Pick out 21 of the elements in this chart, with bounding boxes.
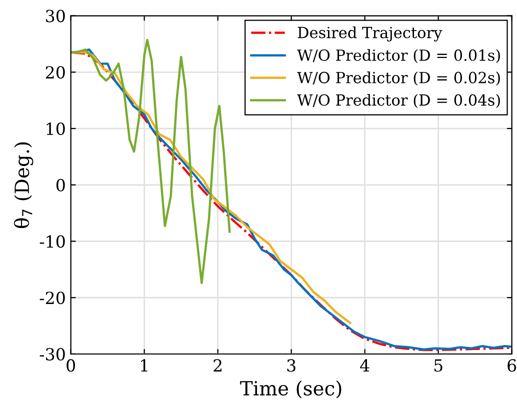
legend-label: W/O Predictor (D = 0.01s) [297,49,500,64]
y-tick-label: 20 [46,66,65,79]
y-tick-label: -30 [40,348,65,361]
x-tick-label: 1 [141,359,148,372]
line-series [70,38,231,284]
x-axis-title: Time (sec) [240,380,342,398]
legend-label: W/O Predictor (D = 0.04s) [297,94,500,108]
y-tick-label: 30 [46,10,65,22]
x-tick-label: 0 [66,359,76,372]
x-tick-label: 3 [287,359,296,372]
legend-label: W/O Predictor (D = 0.02s) [297,72,500,86]
y-tick-label: 10 [46,122,65,136]
legend-label: Desired Trajectory [298,26,442,42]
y-tick-label: -20 [40,292,65,304]
y-tick-label: 0 [56,178,65,192]
y-axis-title: θ$_{7}$ (Deg.) [14,142,34,228]
x-tick-label: 5 [434,359,442,372]
x-tick-label: 4 [360,359,370,372]
y-tick-label: -10 [40,235,65,248]
x-tick-label: 6 [508,359,516,372]
x-tick-label: 2 [214,359,222,372]
